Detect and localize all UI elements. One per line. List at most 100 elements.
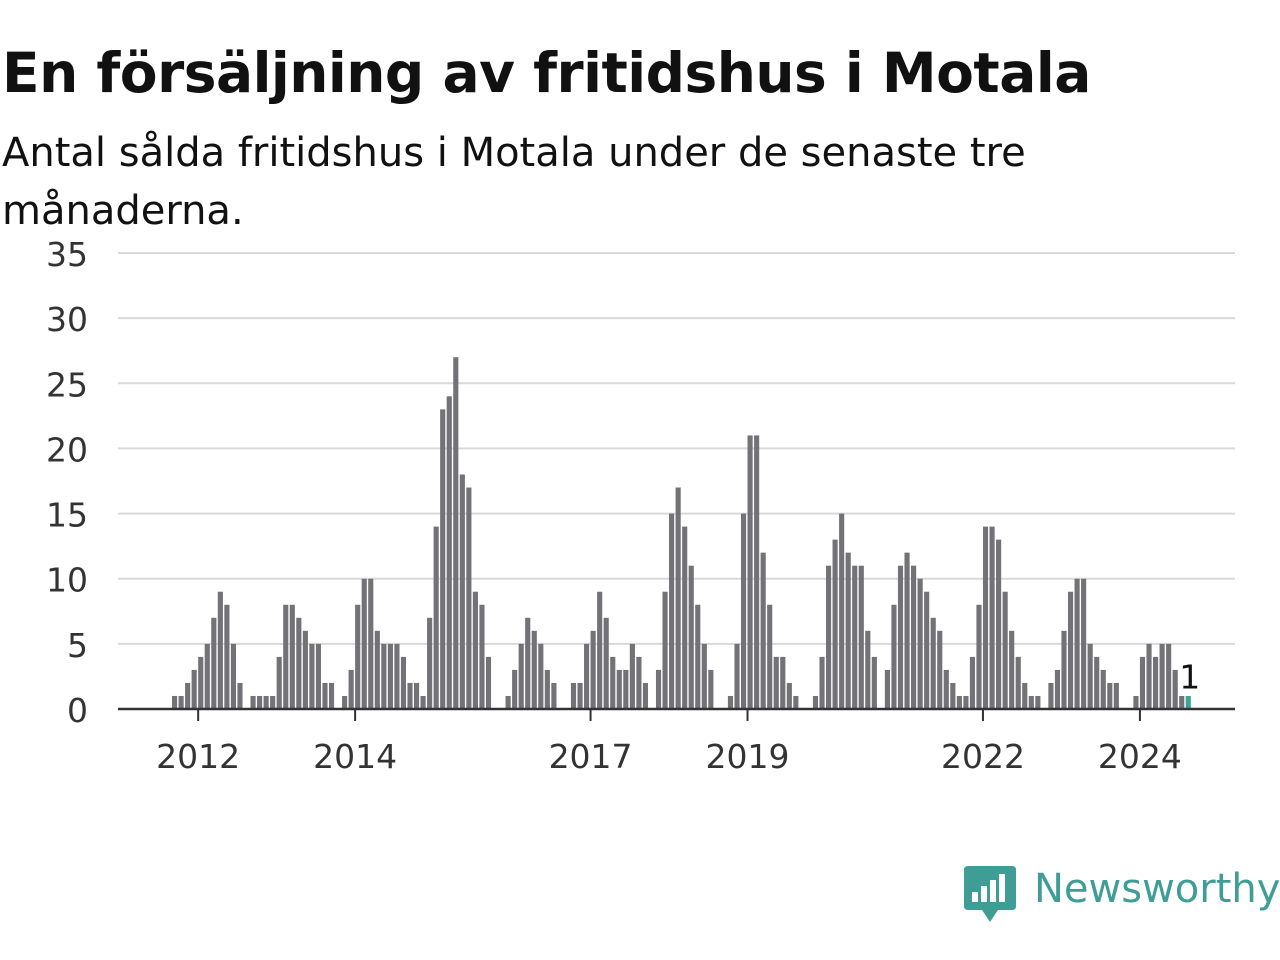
bar — [518, 643, 524, 709]
bar — [832, 539, 838, 709]
bar — [446, 396, 452, 709]
bar — [996, 539, 1002, 709]
bar — [472, 591, 478, 709]
bar — [433, 526, 439, 709]
bar — [1133, 695, 1139, 709]
bar — [734, 643, 740, 709]
bar — [505, 695, 511, 709]
bar — [760, 552, 766, 709]
y-tick-label: 35 — [46, 235, 88, 274]
bar — [688, 565, 694, 709]
bar — [662, 591, 668, 709]
bar — [185, 682, 191, 709]
y-tick-label: 30 — [46, 300, 88, 339]
bar — [230, 643, 236, 709]
bar — [930, 617, 936, 709]
y-tick-label: 15 — [46, 496, 88, 535]
bar — [1081, 578, 1087, 709]
bar — [747, 435, 753, 709]
bar — [531, 630, 537, 709]
bar — [956, 695, 962, 709]
x-tick-label: 2014 — [313, 737, 397, 776]
bar — [682, 526, 688, 709]
bar — [485, 656, 492, 709]
bar — [1048, 682, 1054, 709]
bar — [1002, 591, 1008, 709]
bar — [466, 487, 472, 709]
bar — [296, 617, 302, 709]
bar — [315, 643, 322, 709]
bar — [911, 565, 917, 709]
bar — [420, 695, 426, 709]
bar — [826, 565, 832, 709]
bar — [224, 604, 230, 709]
highlighted-bar — [1185, 695, 1191, 709]
bar — [812, 695, 819, 709]
bar — [943, 669, 949, 709]
bar — [1015, 656, 1021, 709]
bar — [427, 617, 433, 709]
bar — [655, 669, 662, 709]
bar — [1107, 682, 1113, 709]
bar — [590, 630, 596, 709]
bar — [636, 656, 642, 709]
bar — [1100, 669, 1106, 709]
bar — [629, 643, 635, 709]
bar — [695, 604, 701, 709]
bar — [852, 565, 858, 709]
bar — [198, 656, 204, 709]
bar — [538, 643, 544, 709]
bar — [276, 656, 282, 709]
chart-title: En försäljning av fritidshus i Motala — [2, 41, 1091, 105]
bar — [839, 513, 845, 709]
bar — [754, 435, 760, 709]
bar — [577, 682, 583, 709]
bar — [969, 656, 976, 709]
bar — [250, 695, 256, 709]
bar — [544, 669, 550, 709]
bar — [1139, 656, 1146, 709]
bar — [1179, 695, 1185, 709]
bar — [263, 695, 269, 709]
bar — [1113, 682, 1119, 709]
annotations: 1 — [1177, 655, 1203, 699]
bar — [394, 643, 400, 709]
bar — [584, 643, 590, 709]
bar — [1146, 643, 1152, 709]
chart-subtitle: Antal sålda fritidshus i Motala under de… — [2, 130, 1026, 234]
bar — [413, 682, 420, 709]
bar — [374, 630, 380, 709]
bar — [368, 578, 374, 709]
bar — [963, 695, 969, 709]
bar — [616, 669, 622, 709]
bar — [289, 604, 295, 709]
bar — [237, 682, 243, 709]
bar — [283, 604, 289, 709]
bar — [178, 695, 184, 709]
bar — [270, 695, 276, 709]
bar — [675, 487, 681, 709]
bar — [917, 578, 923, 709]
bar — [1067, 591, 1074, 709]
bar — [727, 695, 734, 709]
x-tick-label: 2022 — [941, 737, 1025, 776]
bar — [1054, 669, 1061, 709]
bar — [302, 630, 308, 709]
bar — [924, 591, 930, 709]
bar — [603, 617, 609, 709]
bar — [642, 682, 649, 709]
bar — [348, 669, 354, 709]
bar — [976, 604, 982, 709]
bar — [322, 682, 328, 709]
bar — [610, 656, 616, 709]
bar — [172, 695, 178, 709]
bars — [172, 357, 1191, 709]
bar — [1087, 643, 1093, 709]
bar — [858, 565, 864, 709]
bar — [355, 604, 361, 709]
y-tick-label: 5 — [67, 626, 88, 665]
bar — [211, 617, 217, 709]
bar — [191, 669, 197, 709]
x-tick-label: 2024 — [1098, 737, 1182, 776]
x-tick-label: 2012 — [156, 737, 240, 776]
